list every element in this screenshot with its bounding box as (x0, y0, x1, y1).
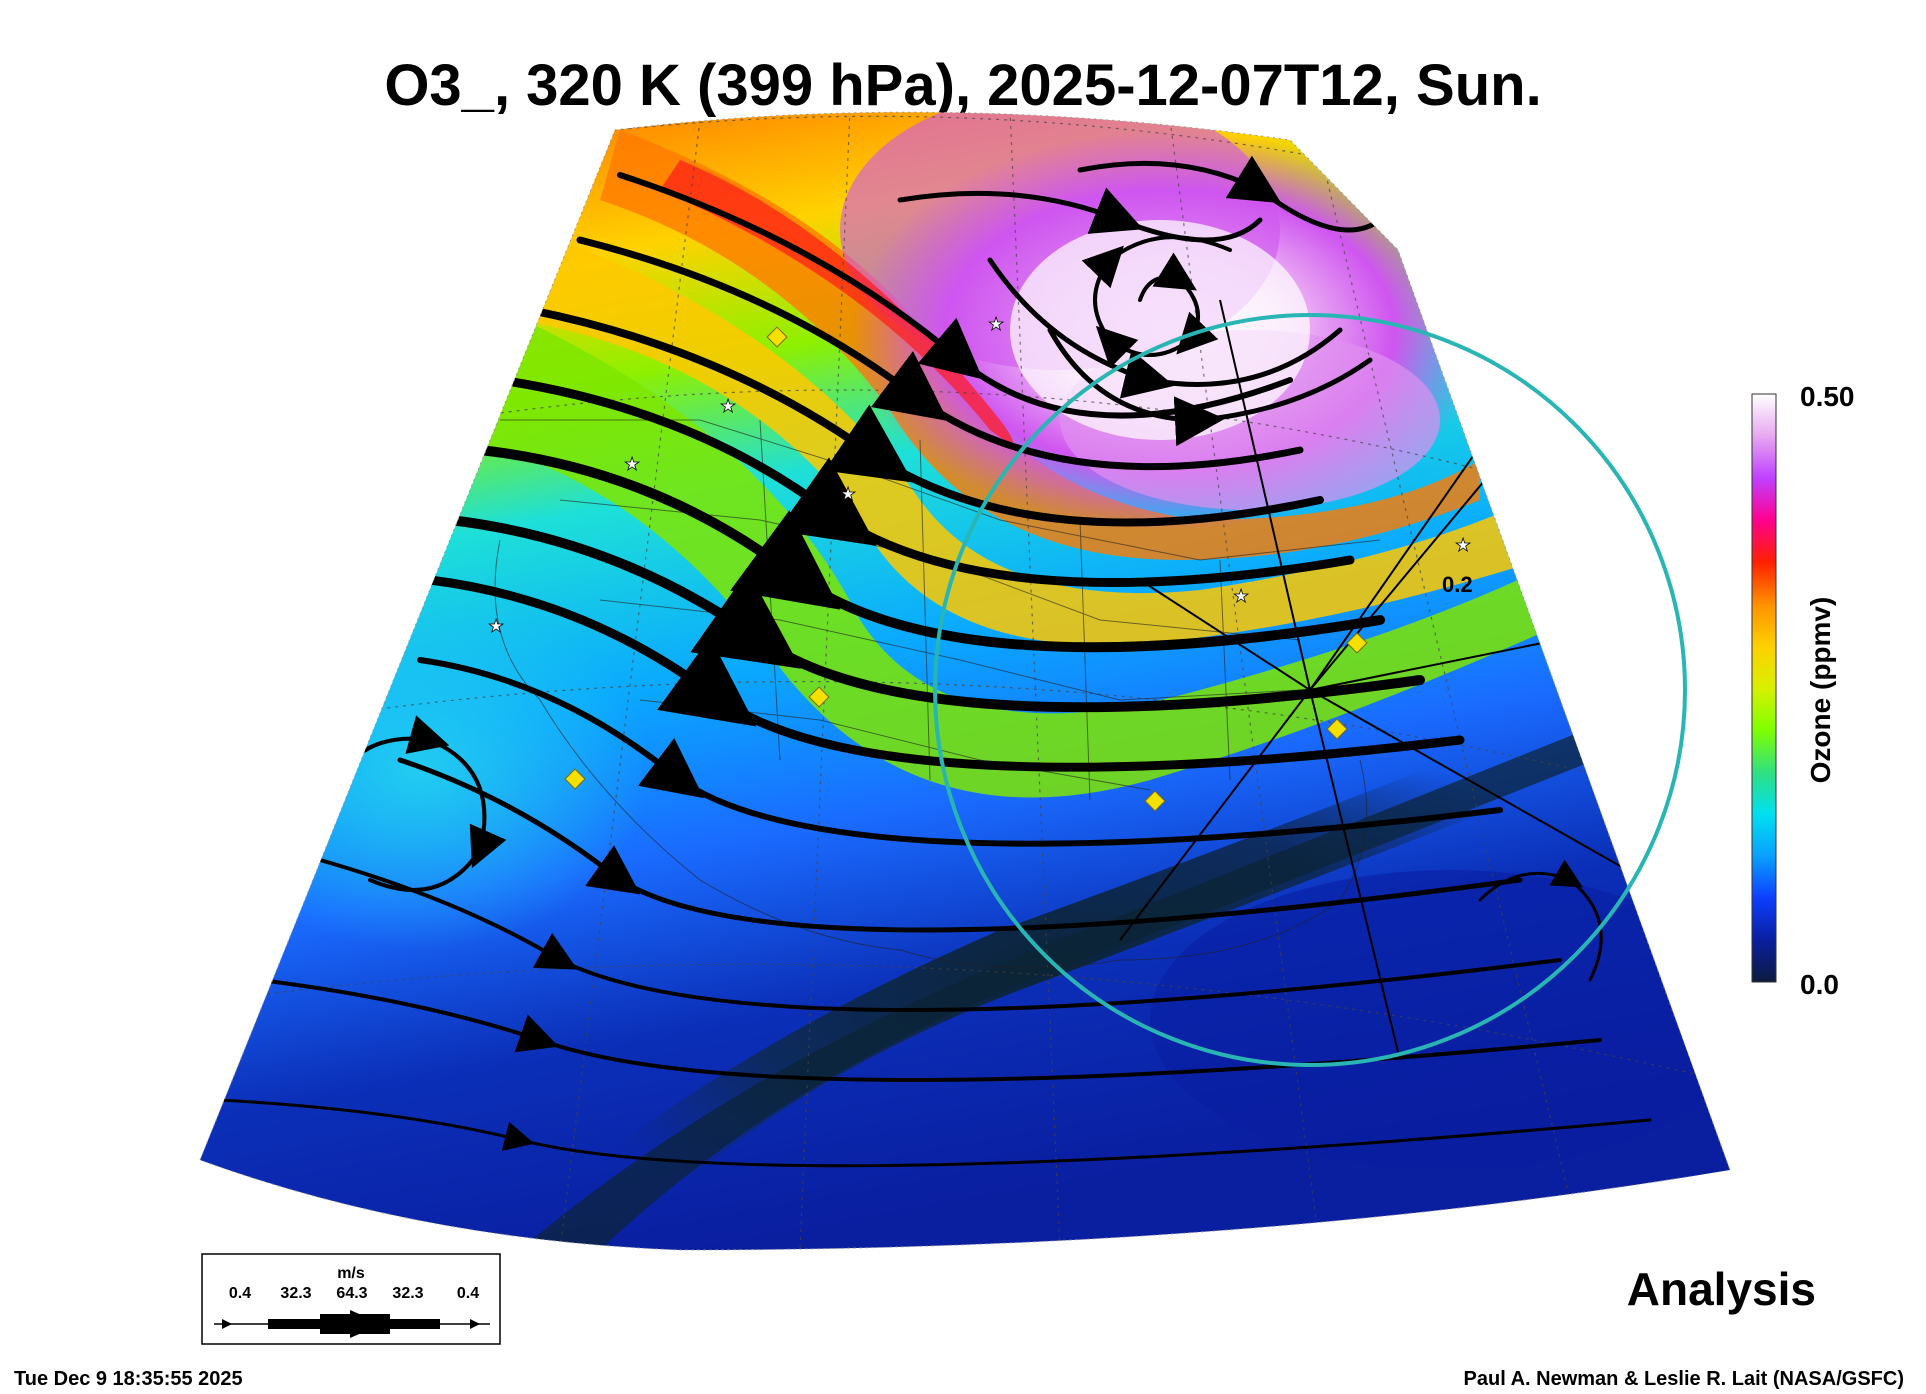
star-marker: ★ (488, 616, 504, 637)
star-marker: ★ (624, 454, 640, 475)
colorbar-min-label: 0.0 (1800, 969, 1839, 1000)
diamond-marker (1346, 632, 1368, 654)
wind-legend-value: 64.3 (336, 1285, 367, 1302)
colorbar: 0.50 0.0 Ozone (ppmv) (1751, 381, 1855, 1000)
colorbar-axis-label: Ozone (ppmv) (1805, 597, 1836, 784)
contour-label: 0.2 (1442, 572, 1473, 597)
star-marker: ★ (1455, 535, 1471, 556)
wind-streamlines (218, 155, 1652, 1168)
wind-legend: m/s 0.4 32.3 64.3 32.3 0.4 (201, 1253, 501, 1345)
range-circle (933, 313, 1687, 1067)
analysis-label: Analysis (1626, 1263, 1816, 1315)
wind-legend-unit: m/s (337, 1265, 365, 1282)
star-markers: ★ ★ ★ ★ ★ ★ ★ (488, 314, 1472, 638)
credit: Paul A. Newman & Leslie R. Lait (NASA/GS… (1463, 1368, 1904, 1390)
page-title: O3_, 320 K (399 hPa), 2025-12-07T12, Sun… (384, 53, 1542, 118)
diamond-marker (564, 768, 586, 790)
star-marker: ★ (840, 484, 856, 505)
diamond-marker (766, 326, 788, 348)
colorbar-scale (1751, 393, 1777, 983)
wind-legend-value: 32.3 (280, 1285, 311, 1302)
wind-legend-value: 0.4 (229, 1285, 251, 1302)
colorbar-max-label: 0.50 (1800, 381, 1855, 412)
star-marker: ★ (720, 396, 736, 417)
star-marker: ★ (1233, 586, 1249, 607)
diamond-markers (564, 326, 1368, 812)
diamond-marker (808, 686, 830, 708)
star-marker: ★ (988, 314, 1004, 335)
wind-legend-value: 0.4 (457, 1285, 479, 1302)
diamond-marker (1326, 718, 1348, 740)
trajectory-lines (1119, 299, 1730, 1061)
timestamp: Tue Dec 9 18:35:55 2025 (14, 1368, 243, 1390)
diamond-marker (1144, 790, 1166, 812)
ozone-field (200, 112, 1730, 1251)
wind-legend-value: 32.3 (392, 1285, 423, 1302)
